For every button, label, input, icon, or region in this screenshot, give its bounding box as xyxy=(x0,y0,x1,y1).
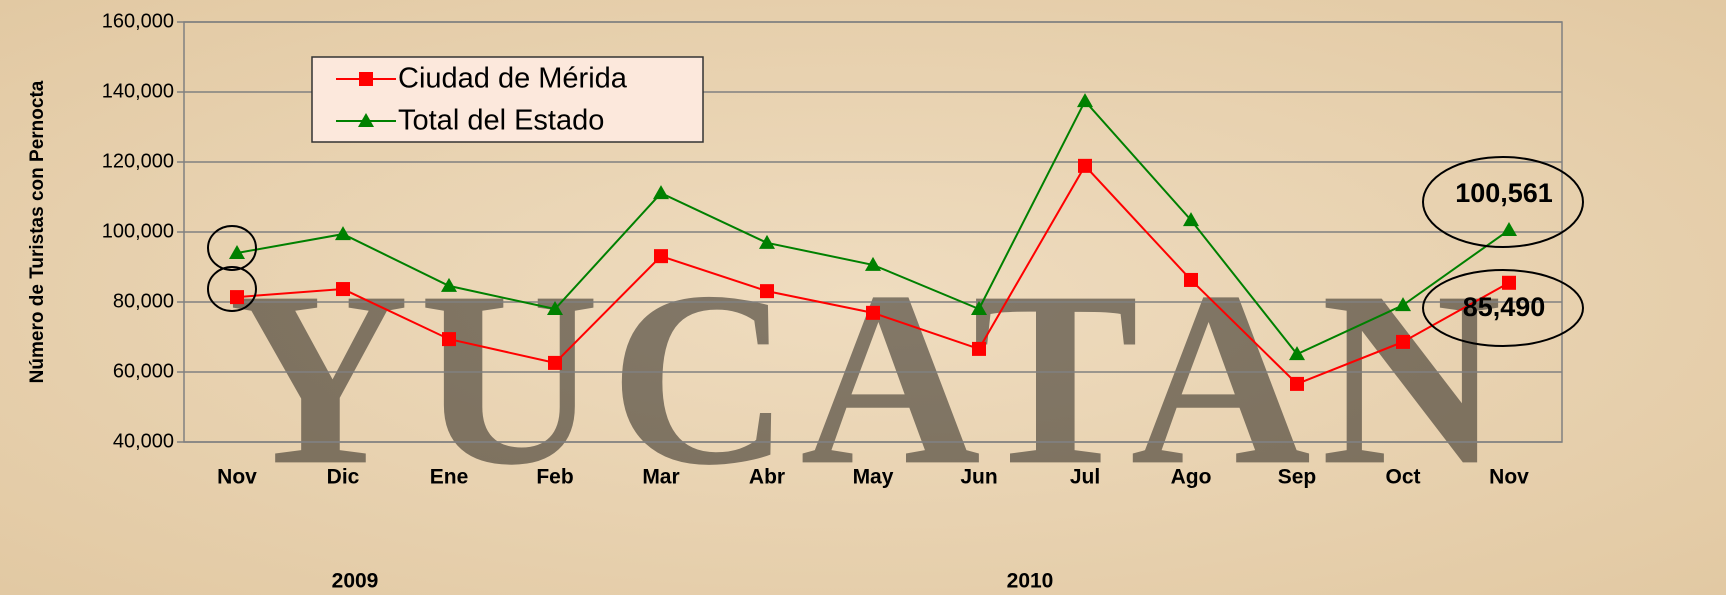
x-tick-label: Jun xyxy=(960,466,997,489)
x-tick-label: Ago xyxy=(1171,466,1212,489)
year-label: 2010 xyxy=(1007,570,1054,593)
marker xyxy=(336,282,350,297)
x-tick-label: Feb xyxy=(536,466,573,489)
marker xyxy=(1183,212,1199,227)
marker xyxy=(441,277,457,292)
y-tick-label: 160,000 xyxy=(102,10,174,32)
marker xyxy=(1289,346,1305,361)
marker xyxy=(1501,222,1517,237)
annotations xyxy=(207,156,1584,347)
y-axis-label: Número de Turistas con Pernocta xyxy=(27,80,48,383)
data-label: 85,490 xyxy=(1463,292,1546,322)
marker xyxy=(442,332,456,347)
x-tick-label: Ene xyxy=(430,466,469,489)
legend-box xyxy=(311,56,704,143)
marker xyxy=(654,249,668,264)
highlight-circle xyxy=(207,225,257,271)
x-tick-label: Nov xyxy=(217,466,257,489)
marker xyxy=(760,284,774,299)
x-tick-label: Jul xyxy=(1070,466,1100,489)
highlight-ellipse xyxy=(1422,156,1584,248)
marker xyxy=(866,305,880,320)
x-tick-label: May xyxy=(853,466,894,489)
marker xyxy=(759,234,775,249)
marker xyxy=(972,341,986,356)
legend: Ciudad de Mérida Total del Estado xyxy=(311,56,704,143)
x-tick-label: Dic xyxy=(327,466,360,489)
y-tick-label: 40,000 xyxy=(113,430,174,452)
x-tick-label: Sep xyxy=(1278,466,1317,489)
y-tick-label: 120,000 xyxy=(102,150,174,172)
plot-area: 40,000 60,000 80,000 100,000 120,000 140,000 1… xyxy=(102,10,1563,489)
marker xyxy=(548,355,562,370)
marker xyxy=(865,256,881,271)
watermark: YUCATAN xyxy=(229,240,1512,517)
year-label: 2009 xyxy=(332,570,379,593)
marker xyxy=(1078,158,1092,173)
x-tick-label: Mar xyxy=(642,466,679,489)
marker xyxy=(653,185,669,200)
marker xyxy=(230,290,244,305)
marker xyxy=(1184,272,1198,287)
marker xyxy=(1290,376,1304,391)
marker xyxy=(1077,93,1093,108)
highlight-circle xyxy=(207,266,257,312)
marker xyxy=(971,301,987,315)
marker xyxy=(359,72,373,86)
x-tick-label: Nov xyxy=(1489,466,1529,489)
legend-label: Ciudad de Mérida xyxy=(398,63,628,95)
marker xyxy=(1396,334,1410,349)
marker xyxy=(1395,297,1411,312)
y-tick-label: 140,000 xyxy=(102,80,174,102)
marker xyxy=(229,245,245,259)
marker xyxy=(1502,275,1516,290)
y-tick-label: 100,000 xyxy=(102,220,174,242)
data-label: 100,561 xyxy=(1455,178,1553,208)
x-tick-label: Oct xyxy=(1385,466,1420,489)
x-tick-label: Abr xyxy=(749,466,785,489)
y-tick-label: 80,000 xyxy=(113,290,174,312)
y-tick-label: 60,000 xyxy=(113,360,174,382)
marker xyxy=(547,301,563,315)
marker xyxy=(358,113,374,127)
marker xyxy=(335,226,351,241)
legend-label: Total del Estado xyxy=(398,105,604,137)
highlight-ellipse xyxy=(1422,269,1584,347)
